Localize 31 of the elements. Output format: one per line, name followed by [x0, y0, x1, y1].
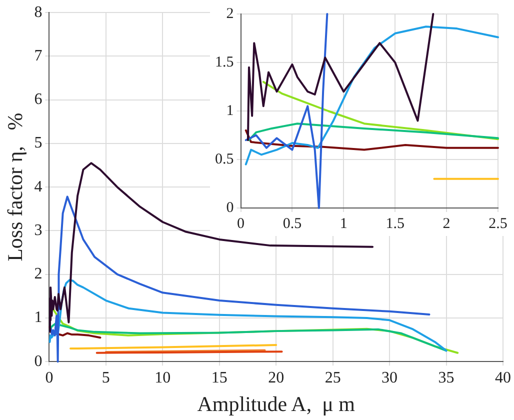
x-tick-label: 5	[102, 369, 110, 386]
x-tick-label: 40	[495, 369, 511, 386]
x-tick-label: 1.5	[386, 216, 404, 232]
y-tick-label: 5	[34, 134, 42, 152]
y-tick-label: 0	[226, 200, 234, 216]
x-tick-label: 25	[324, 369, 341, 386]
y-tick-label: 1	[226, 102, 234, 119]
y-tick-label: 6	[34, 91, 42, 108]
y-tick-label: 2	[34, 266, 42, 283]
x-tick-label: 0	[237, 216, 244, 232]
x-tick-label: 15	[211, 369, 228, 386]
x-tick-label: 20	[268, 369, 284, 386]
x-tick-label: 35	[438, 369, 454, 386]
x-tick-label: 10	[154, 369, 171, 386]
x-tick-label: 2	[442, 216, 450, 232]
x-tick-label: 1	[340, 216, 348, 232]
x-tick-label: 0.5	[282, 216, 302, 232]
y-tick-label: 8	[34, 4, 42, 21]
y-tick-label: 2	[226, 6, 234, 22]
y-tick-label: 1.5	[215, 54, 234, 70]
y-tick-label: 7	[34, 47, 42, 64]
y-tick-label: 0.5	[215, 151, 234, 168]
x-tick-label: 0	[45, 369, 54, 386]
x-axis-title: Amplitude A, μ m	[197, 392, 355, 416]
y-tick-label: 3	[34, 222, 42, 239]
y-tick-label: 0	[34, 352, 42, 370]
x-tick-label: 30	[382, 369, 398, 386]
y-tick-label: 1	[34, 309, 42, 326]
y-axis-title: Loss factor η, %	[3, 112, 28, 262]
x-tick-label: 2.5	[488, 216, 508, 232]
y-tick-label: 4	[34, 178, 42, 196]
